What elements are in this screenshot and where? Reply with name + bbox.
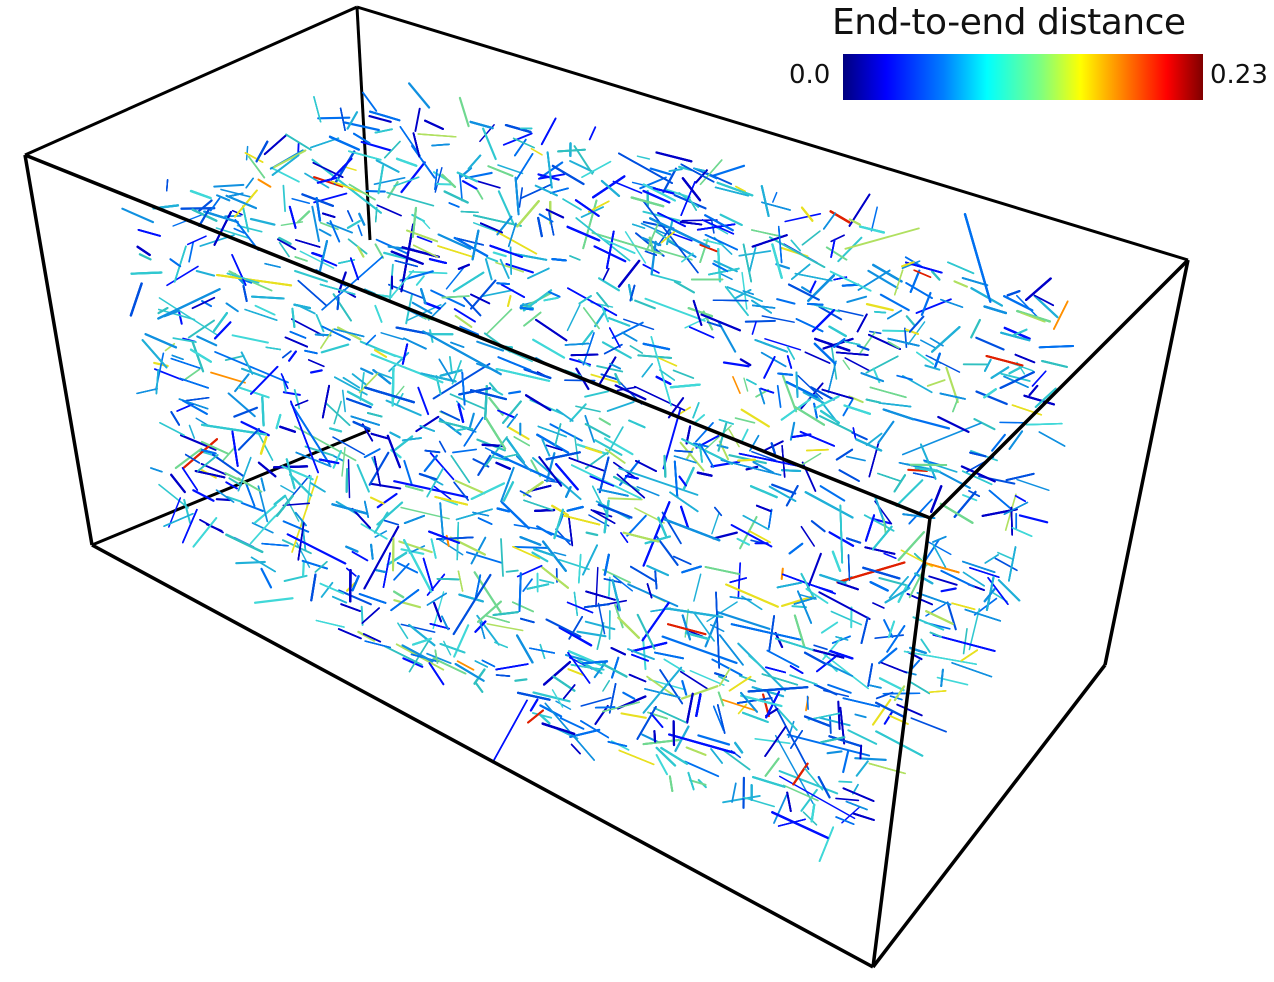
legend-max-label: 0.23 [1210,60,1268,90]
colorbar [843,54,1203,100]
legend-min-label: 0.0 [789,60,831,90]
box-back-edges [24,5,1189,547]
box-front-edges [23,153,1190,969]
fiber-network [121,82,1074,862]
legend-title: End-to-end distance [832,2,1186,43]
